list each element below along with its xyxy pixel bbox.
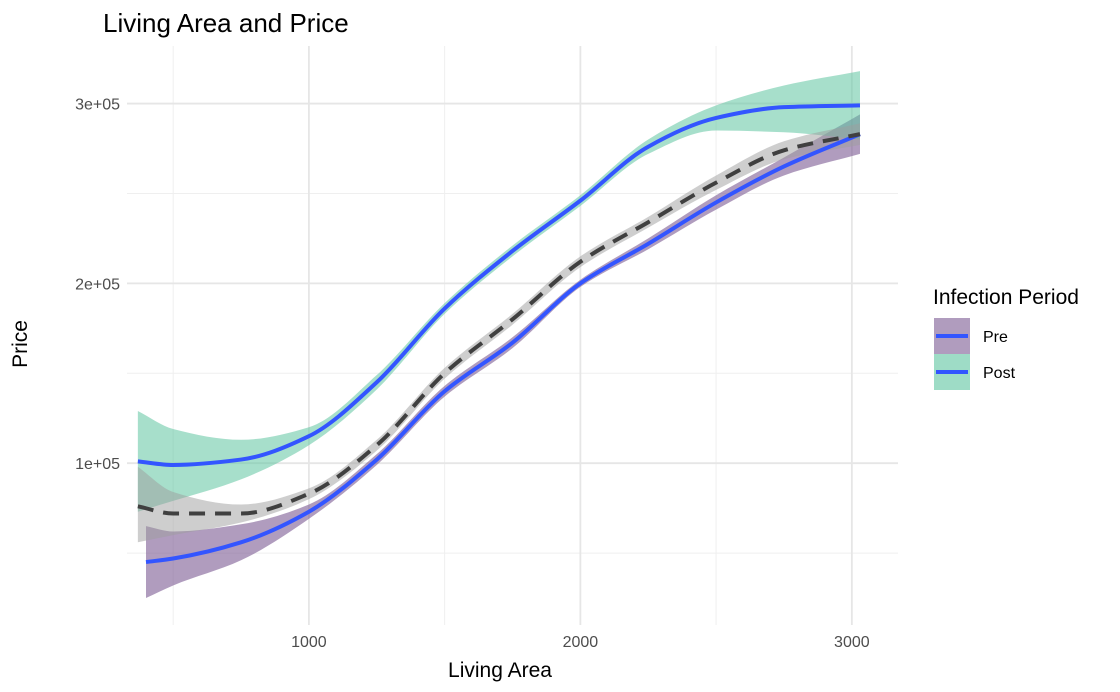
y-tick-label: 3e+05 (75, 97, 120, 114)
x-tick-label: 1000 (291, 634, 327, 651)
y-axis-title: Price (9, 320, 32, 368)
legend-entry: Post (934, 354, 1016, 390)
confidence-ribbon (146, 114, 860, 599)
legend-entry: Pre (934, 318, 1008, 354)
x-axis-title: Living Area (448, 659, 552, 682)
series-line (137, 103, 861, 467)
confidence-ribbon (137, 123, 860, 543)
legend-entries: Pre Post (934, 318, 1016, 390)
y-tick-label: 1e+05 (75, 456, 120, 473)
x-tick-label: 2000 (563, 634, 599, 651)
legend-label: Post (983, 365, 1016, 382)
confidence-ribbons (137, 71, 860, 599)
y-axis-ticks: 1e+05 2e+05 3e+05 (75, 97, 120, 474)
y-tick-label: 2e+05 (75, 276, 120, 293)
chart-title: Living Area and Price (103, 8, 349, 38)
overall-trend-line (137, 132, 861, 516)
legend-title: Infection Period (933, 286, 1079, 309)
series-line (145, 132, 861, 565)
series-lines (137, 103, 861, 565)
x-axis-ticks: 1000 2000 3000 (291, 634, 870, 651)
x-tick-label: 3000 (834, 634, 870, 651)
legend-label: Pre (983, 329, 1008, 346)
legend: Infection Period Pre Post (933, 286, 1079, 390)
confidence-ribbon (137, 71, 860, 512)
